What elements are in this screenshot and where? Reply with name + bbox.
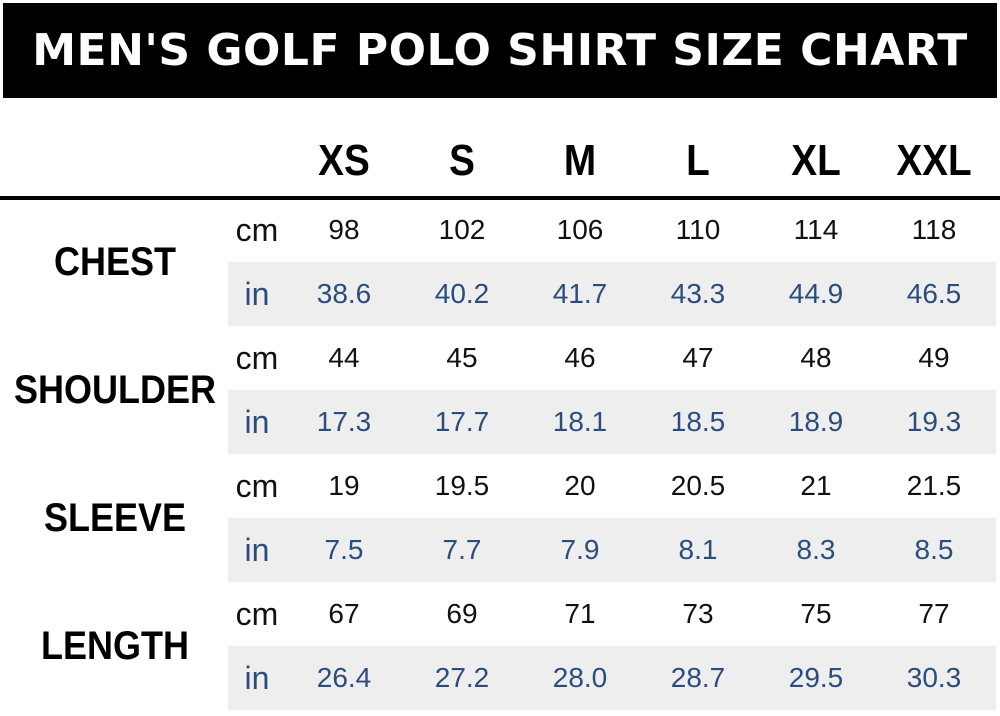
measure-label-chest: CHEST xyxy=(53,239,177,284)
value-cell: 7.5 xyxy=(324,534,364,565)
table-row-length-cm: cm 67 69 71 73 75 77 xyxy=(228,582,996,646)
value-cell: 8.1 xyxy=(678,534,718,565)
size-header-xxl: XXL xyxy=(896,136,972,185)
unit-label-in: in xyxy=(244,531,270,568)
unit-label-cm: cm xyxy=(235,339,279,376)
size-header-s: S xyxy=(449,136,475,185)
value-cell: 44 xyxy=(328,342,360,373)
size-header-m: M xyxy=(563,136,597,185)
unit-label-in: in xyxy=(244,403,270,440)
value-cell: 18.9 xyxy=(788,406,844,437)
unit-label-cm: cm xyxy=(235,467,279,504)
value-cell: 69 xyxy=(446,598,478,629)
unit-label-in: in xyxy=(244,659,270,696)
value-cell: 8.3 xyxy=(796,534,836,565)
value-cell: 73 xyxy=(682,598,714,629)
value-cell: 98 xyxy=(328,214,360,245)
value-cell: 19.3 xyxy=(906,406,962,437)
value-cell: 40.2 xyxy=(434,278,490,309)
value-cell: 17.3 xyxy=(316,406,372,437)
measure-label-shoulder: SHOULDER xyxy=(13,367,216,412)
value-cell: 21.5 xyxy=(906,470,962,501)
value-cell: 44.9 xyxy=(788,278,844,309)
value-cell: 8.5 xyxy=(914,534,954,565)
value-cell: 20.5 xyxy=(670,470,726,501)
size-header-l: L xyxy=(686,136,710,185)
value-cell: 19.5 xyxy=(434,470,490,501)
measure-label-length: LENGTH xyxy=(41,623,189,668)
table-row-shoulder-in: in 17.3 17.7 18.1 18.5 18.9 19.3 xyxy=(228,390,996,454)
value-cell: 17.7 xyxy=(434,406,490,437)
value-cell: 45 xyxy=(446,342,478,373)
value-cell: 46.5 xyxy=(906,278,962,309)
value-cell: 77 xyxy=(918,598,950,629)
table-row-chest-cm: cm 98 102 106 110 114 118 xyxy=(228,198,996,262)
unit-label-cm: cm xyxy=(235,595,279,632)
value-cell: 19 xyxy=(328,470,360,501)
value-cell: 30.3 xyxy=(906,662,962,693)
size-header-xs: XS xyxy=(318,136,370,185)
table-row-chest-in: in 38.6 40.2 41.7 43.3 44.9 46.5 xyxy=(228,262,996,326)
value-cell: 110 xyxy=(675,214,721,245)
value-cell: 18.1 xyxy=(552,406,608,437)
value-cell: 46 xyxy=(564,342,596,373)
value-cell: 48 xyxy=(800,342,832,373)
value-cell: 106 xyxy=(556,214,604,245)
unit-label-cm: cm xyxy=(235,211,279,248)
table-row-shoulder-cm: cm 44 45 46 47 48 49 xyxy=(228,326,996,390)
size-header-xl: XL xyxy=(791,136,841,185)
value-cell: 27.2 xyxy=(434,662,490,693)
value-cell: 67 xyxy=(328,598,360,629)
table-row-sleeve-cm: cm 19 19.5 20 20.5 21 21.5 xyxy=(228,454,996,518)
value-cell: 43.3 xyxy=(670,278,726,309)
value-cell: 28.7 xyxy=(670,662,726,693)
title-bar: MEN'S GOLF POLO SHIRT SIZE CHART xyxy=(3,3,997,98)
value-cell: 7.9 xyxy=(560,534,600,565)
value-cell: 38.6 xyxy=(316,278,372,309)
value-cell: 118 xyxy=(911,214,957,245)
value-cell: 7.7 xyxy=(442,534,482,565)
value-cell: 20 xyxy=(564,470,596,501)
header-divider xyxy=(0,196,1000,200)
unit-label-in: in xyxy=(244,275,270,312)
value-cell: 18.5 xyxy=(670,406,726,437)
value-cell: 29.5 xyxy=(788,662,844,693)
value-cell: 49 xyxy=(918,342,950,373)
value-cell: 26.4 xyxy=(316,662,372,693)
value-cell: 71 xyxy=(564,598,596,629)
value-cell: 41.7 xyxy=(552,278,608,309)
value-cell: 102 xyxy=(438,214,486,245)
table-row-sleeve-in: in 7.5 7.7 7.9 8.1 8.3 8.5 xyxy=(228,518,996,582)
value-cell: 21 xyxy=(800,470,832,501)
page-title: MEN'S GOLF POLO SHIRT SIZE CHART xyxy=(32,25,968,76)
value-cell: 75 xyxy=(800,598,832,629)
table-row-length-in: in 26.4 27.2 28.0 28.7 29.5 30.3 xyxy=(228,646,996,710)
value-cell: 114 xyxy=(793,214,839,245)
value-cell: 47 xyxy=(682,342,714,373)
value-cell: 28.0 xyxy=(552,662,608,693)
measure-label-sleeve: SLEEVE xyxy=(43,495,187,540)
